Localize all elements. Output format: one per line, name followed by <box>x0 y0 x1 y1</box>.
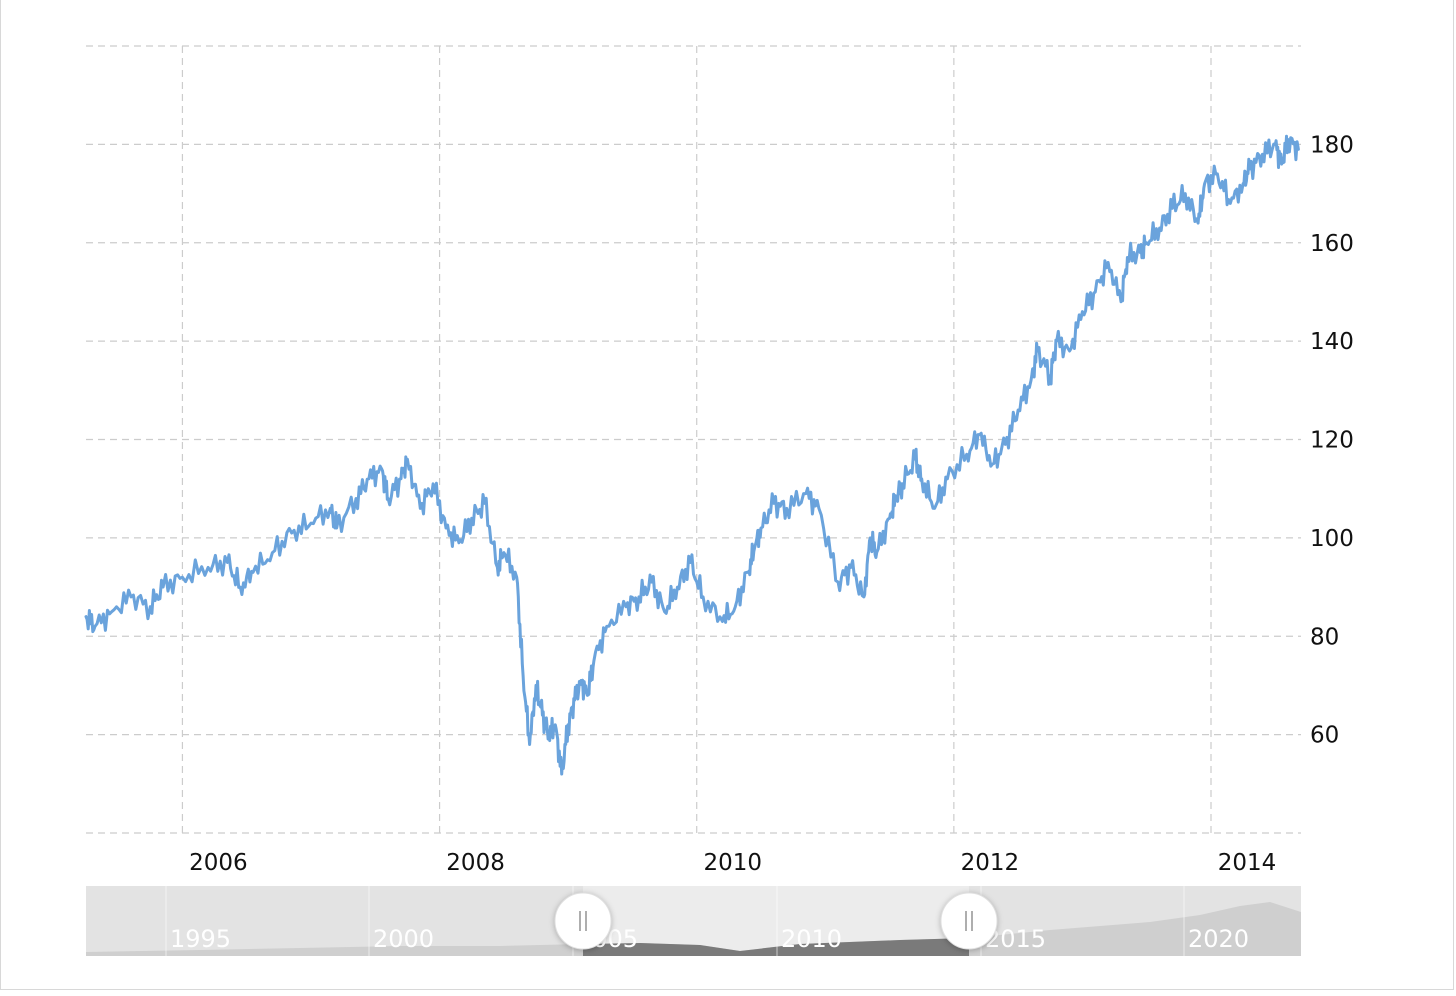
navigator-year-label: 1995 <box>170 925 231 953</box>
navigator-area <box>86 902 1301 956</box>
price-series <box>84 134 1300 776</box>
y-tick-label: 100 <box>1310 526 1354 552</box>
y-tick-label: 140 <box>1310 329 1354 355</box>
x-tick-label: 2012 <box>961 850 1020 876</box>
series-line <box>84 134 1300 776</box>
navigator-year-label: 2000 <box>373 925 434 953</box>
navigator-left-handle[interactable] <box>554 892 612 950</box>
range-navigator[interactable]: 1995 2000 2005 2010 2015 2020 <box>86 886 1301 956</box>
x-tick-label: 2010 <box>703 850 762 876</box>
navigator-right-handle[interactable] <box>940 892 998 950</box>
x-tick-label: 2008 <box>446 850 505 876</box>
y-tick-label: 60 <box>1310 723 1339 749</box>
x-tick-label: 2014 <box>1218 850 1277 876</box>
vertical-gridlines <box>181 46 1212 833</box>
navigator-year-label: 2020 <box>1188 925 1249 953</box>
y-axis-labels: 60 80 100 120 140 160 180 <box>1310 132 1354 748</box>
y-tick-label: 180 <box>1310 132 1354 158</box>
horizontal-gridlines <box>86 45 1301 834</box>
navigator-area-selected <box>583 938 969 956</box>
x-axis-labels: 2006 2008 2010 2012 2014 <box>189 850 1276 876</box>
y-tick-label: 160 <box>1310 231 1354 257</box>
navigator-year-label: 2010 <box>781 925 842 953</box>
y-tick-label: 120 <box>1310 428 1354 454</box>
y-tick-label: 80 <box>1310 624 1339 650</box>
x-tick-label: 2006 <box>189 850 248 876</box>
